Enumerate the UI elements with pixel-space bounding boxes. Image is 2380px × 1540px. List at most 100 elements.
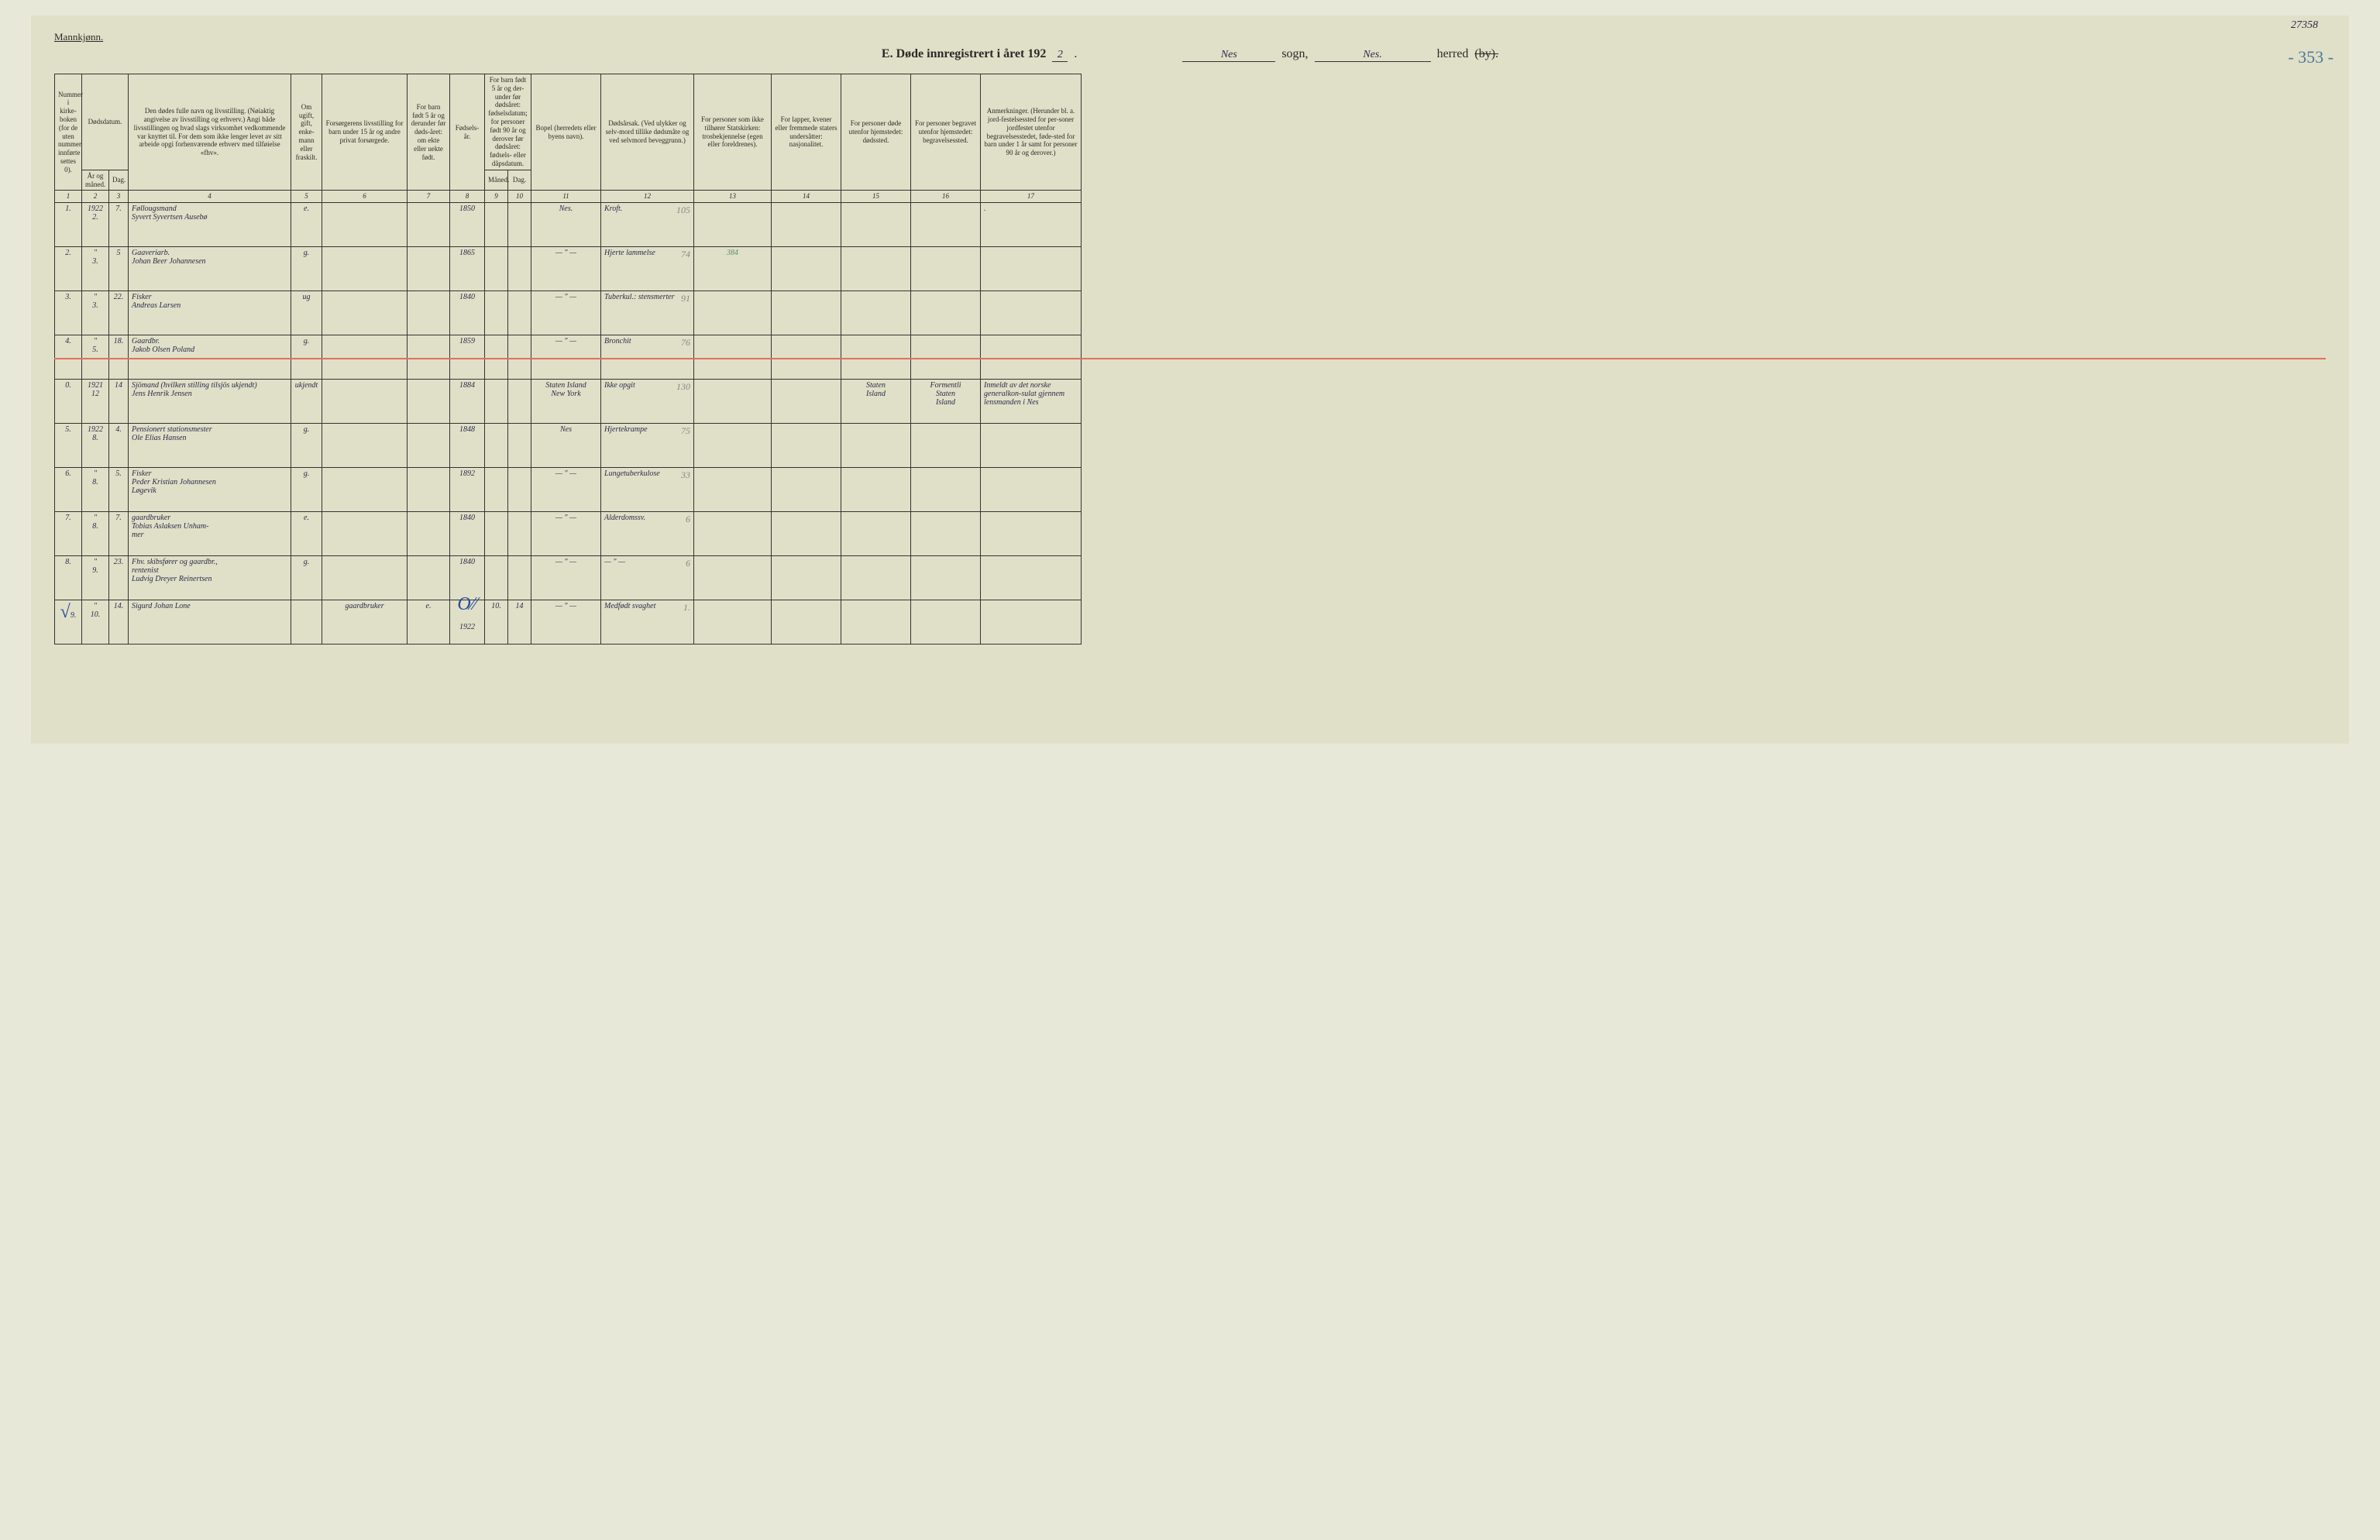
table-cell: — " —	[531, 291, 601, 335]
column-header: Måned.	[485, 170, 508, 191]
table-cell: — " —	[531, 600, 601, 645]
table-cell: 1892	[450, 468, 485, 512]
table-cell: — " —	[531, 247, 601, 291]
column-header: For lapper, kvener eller fremmede stater…	[772, 74, 841, 191]
table-cell	[485, 512, 508, 556]
table-cell: Inmeldt av det norske generalkon-sulat g…	[981, 380, 1082, 424]
table-cell	[408, 291, 450, 335]
table-cell	[508, 247, 531, 291]
column-header: For personer begravet utenfor hjemstedet…	[911, 74, 981, 191]
column-header: 7	[408, 191, 450, 203]
header-row-1: Mannkjønn.	[54, 31, 2326, 43]
table-cell: 1840	[450, 291, 485, 335]
column-header: 14	[772, 191, 841, 203]
column-header: 11	[531, 191, 601, 203]
table-cell	[408, 247, 450, 291]
table-cell: Nes.	[531, 203, 601, 247]
table-cell: 14	[109, 380, 129, 424]
table-cell: 1848	[450, 424, 485, 468]
column-header: Dag.	[508, 170, 531, 191]
table-cell: 2.	[55, 247, 82, 291]
table-cell	[322, 380, 408, 424]
table-cell: 4.	[109, 424, 129, 468]
column-header: Bopel (herredets eller byens navn).	[531, 74, 601, 191]
table-cell	[485, 291, 508, 335]
column-header: Dødsårsak. (Ved ulykker og selv-mord til…	[601, 74, 694, 191]
table-cell	[485, 424, 508, 468]
table-cell: "3.	[82, 247, 109, 291]
table-cell	[911, 291, 981, 335]
column-header: 5	[291, 191, 322, 203]
table-cell	[911, 424, 981, 468]
column-header: 8	[450, 191, 485, 203]
table-row: 5.19228.4.Pensionert stationsmesterOle E…	[55, 424, 2326, 468]
table-cell	[694, 512, 772, 556]
table-cell	[322, 468, 408, 512]
column-header: 10	[508, 191, 531, 203]
title-prefix: E. Døde innregistrert i året 192	[882, 47, 1046, 61]
by-struck: (by).	[1474, 47, 1498, 61]
table-cell: "10.	[82, 600, 109, 645]
column-header: 9	[485, 191, 508, 203]
table-cell: 19228.	[82, 424, 109, 468]
table-cell: 0.	[55, 380, 82, 424]
ledger-page: 27358 Mannkjønn. E. Døde innregistrert i…	[31, 15, 2349, 744]
table-cell: 5	[109, 247, 129, 291]
table-cell: 74Hjerte lammelse	[601, 247, 694, 291]
column-header: 15	[841, 191, 911, 203]
table-cell: 7.	[109, 512, 129, 556]
year-suffix: 2	[1052, 49, 1068, 62]
table-cell: Sigurd Johan Lone	[129, 600, 291, 645]
table-cell	[911, 203, 981, 247]
ledger-table: Nummer i kirke-boken (for de uten nummer…	[54, 74, 2326, 645]
table-cell: O⁄⁄1922	[450, 600, 485, 645]
table-cell	[911, 512, 981, 556]
table-cell	[322, 247, 408, 291]
column-header: Om ugift, gift, enke-mann eller fraskilt…	[291, 74, 322, 191]
table-cell: 23.	[109, 556, 129, 600]
table-cell	[911, 247, 981, 291]
table-cell: 33Lungetuberkulose	[601, 468, 694, 512]
table-cell	[508, 203, 531, 247]
table-row: 3."3.22.FiskerAndreas Larsenug1840— " —9…	[55, 291, 2326, 335]
table-cell	[408, 424, 450, 468]
column-header: Nummer i kirke-boken (for de uten nummer…	[55, 74, 82, 191]
table-cell	[408, 380, 450, 424]
table-cell: 5.	[109, 468, 129, 512]
table-cell	[981, 512, 1082, 556]
column-header: For barn født 5 år og derunder før døds-…	[408, 74, 450, 191]
table-row: 7."8.7.gaardbrukerTobias Aslaksen Unham-…	[55, 512, 2326, 556]
table-cell: g.	[291, 424, 322, 468]
column-header: 1	[55, 191, 82, 203]
table-cell: 384	[694, 247, 772, 291]
table-cell	[291, 600, 322, 645]
column-header: 16	[911, 191, 981, 203]
table-cell: "3.	[82, 291, 109, 335]
table-cell: 6.	[55, 468, 82, 512]
page-number-side: - 353 -	[2288, 47, 2334, 67]
table-cell: 10.	[485, 600, 508, 645]
table-cell: FiskerPeder Kristian JohannesenLøgevik	[129, 468, 291, 512]
column-header: For personer døde utenfor hjemstedet: dø…	[841, 74, 911, 191]
table-cell: FiskerAndreas Larsen	[129, 291, 291, 335]
table-cell: 6Alderdomssv.	[601, 512, 694, 556]
table-cell: 1884	[450, 380, 485, 424]
column-header: For personer som ikke tilhører Statskirk…	[694, 74, 772, 191]
table-cell	[981, 468, 1082, 512]
table-cell: 1850	[450, 203, 485, 247]
table-cell: ug	[291, 291, 322, 335]
table-cell	[841, 600, 911, 645]
table-cell: 192112	[82, 380, 109, 424]
table-cell: "8.	[82, 512, 109, 556]
table-cell: 8.	[55, 556, 82, 600]
herred-label: herred	[1437, 47, 1469, 61]
table-cell: 91Tuberkul.: stensmerter	[601, 291, 694, 335]
table-cell: Fhv. skibsfører og gaardbr.,rentenistLud…	[129, 556, 291, 600]
table-cell: 14.	[109, 600, 129, 645]
sogn-value: Nes	[1182, 49, 1275, 62]
table-cell: Pensionert stationsmesterOle Elias Hanse…	[129, 424, 291, 468]
table-cell: — " —	[531, 556, 601, 600]
table-cell: g.	[291, 556, 322, 600]
herred-value: Nes.	[1315, 49, 1431, 62]
table-cell	[772, 203, 841, 247]
